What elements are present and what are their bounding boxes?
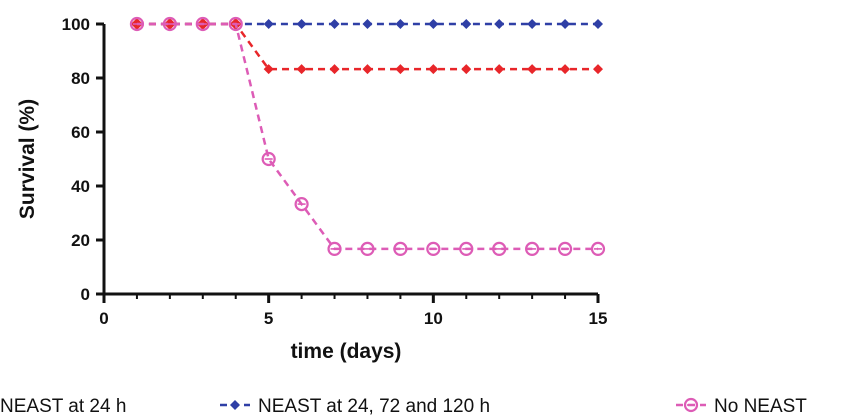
series-0-point-13	[560, 64, 571, 75]
series-1-point-12	[527, 19, 538, 29]
series-0-point-8	[395, 64, 406, 75]
y-axis-title: Survival (%)	[16, 99, 39, 219]
series-2-point-10	[459, 241, 474, 257]
series-2-point-5	[294, 196, 309, 212]
series-2-point-7	[360, 241, 375, 257]
series-0-point-7	[362, 64, 373, 75]
series-1-point-9	[428, 19, 439, 29]
series-1-point-11	[494, 19, 505, 29]
series-0-point-14	[593, 64, 603, 75]
x-tick-label-10: 10	[424, 309, 443, 328]
x-axis-title: time (days)	[291, 340, 402, 363]
series-2-point-11	[492, 241, 507, 257]
y-tick-label-100: 100	[62, 15, 90, 34]
y-tick-label-80: 80	[71, 69, 90, 88]
plot-area: 0 20 40 60 80 100 0 5 10 15 time (days) Survival (%…	[16, 15, 607, 363]
legend-marker-2	[683, 397, 699, 413]
series-0-point-12	[527, 64, 538, 75]
series-0-point-10	[461, 64, 472, 75]
legend-marker-1	[230, 400, 240, 410]
legend-label-2: No NEAST	[714, 396, 807, 417]
y-tick-label-40: 40	[71, 177, 90, 196]
series-2-point-6	[327, 241, 342, 257]
y-tick-label-60: 60	[71, 123, 90, 142]
series-0-point-4	[263, 64, 274, 75]
series-0-point-5	[296, 64, 307, 75]
series-0-point-9	[428, 64, 439, 75]
legend-label-0: NEAST at 24 h	[0, 396, 126, 417]
series-2-point-12	[525, 241, 540, 257]
series-2-point-2	[195, 16, 210, 32]
x-tick-label-5: 5	[264, 309, 273, 328]
series-2-point-4	[261, 151, 276, 167]
series-2-point-1	[162, 16, 177, 32]
series-2-point-3	[228, 16, 243, 32]
series-0-point-6	[329, 64, 340, 75]
series-2-point-9	[426, 241, 441, 257]
series-1-point-5	[296, 19, 307, 29]
series-0-point-11	[494, 64, 505, 75]
series-line-2	[136, 22, 598, 251]
y-tick-label-0: 0	[81, 285, 90, 304]
series-1-point-13	[560, 19, 571, 29]
series-1-point-7	[362, 19, 373, 29]
y-tick-label-20: 20	[71, 231, 90, 250]
series-2-point-14	[590, 241, 606, 257]
series-1-point-14	[593, 19, 603, 29]
legend-label-1: NEAST at 24, 72 and 120 h	[258, 396, 490, 417]
series-2-point-13	[557, 241, 573, 257]
series-1-point-6	[329, 19, 340, 29]
series-line-0	[136, 22, 598, 71]
series-1-point-8	[395, 19, 406, 29]
series-2-point-8	[393, 241, 408, 257]
series-1-point-4	[263, 19, 274, 29]
x-tick-label-0: 0	[99, 309, 108, 328]
series-1-point-10	[461, 19, 472, 29]
series-2-point-0	[129, 16, 145, 32]
legend: NEAST at 24 h NEAST at 24, 72 and 120 h No…	[0, 396, 807, 417]
x-tick-label-15: 15	[589, 309, 608, 328]
